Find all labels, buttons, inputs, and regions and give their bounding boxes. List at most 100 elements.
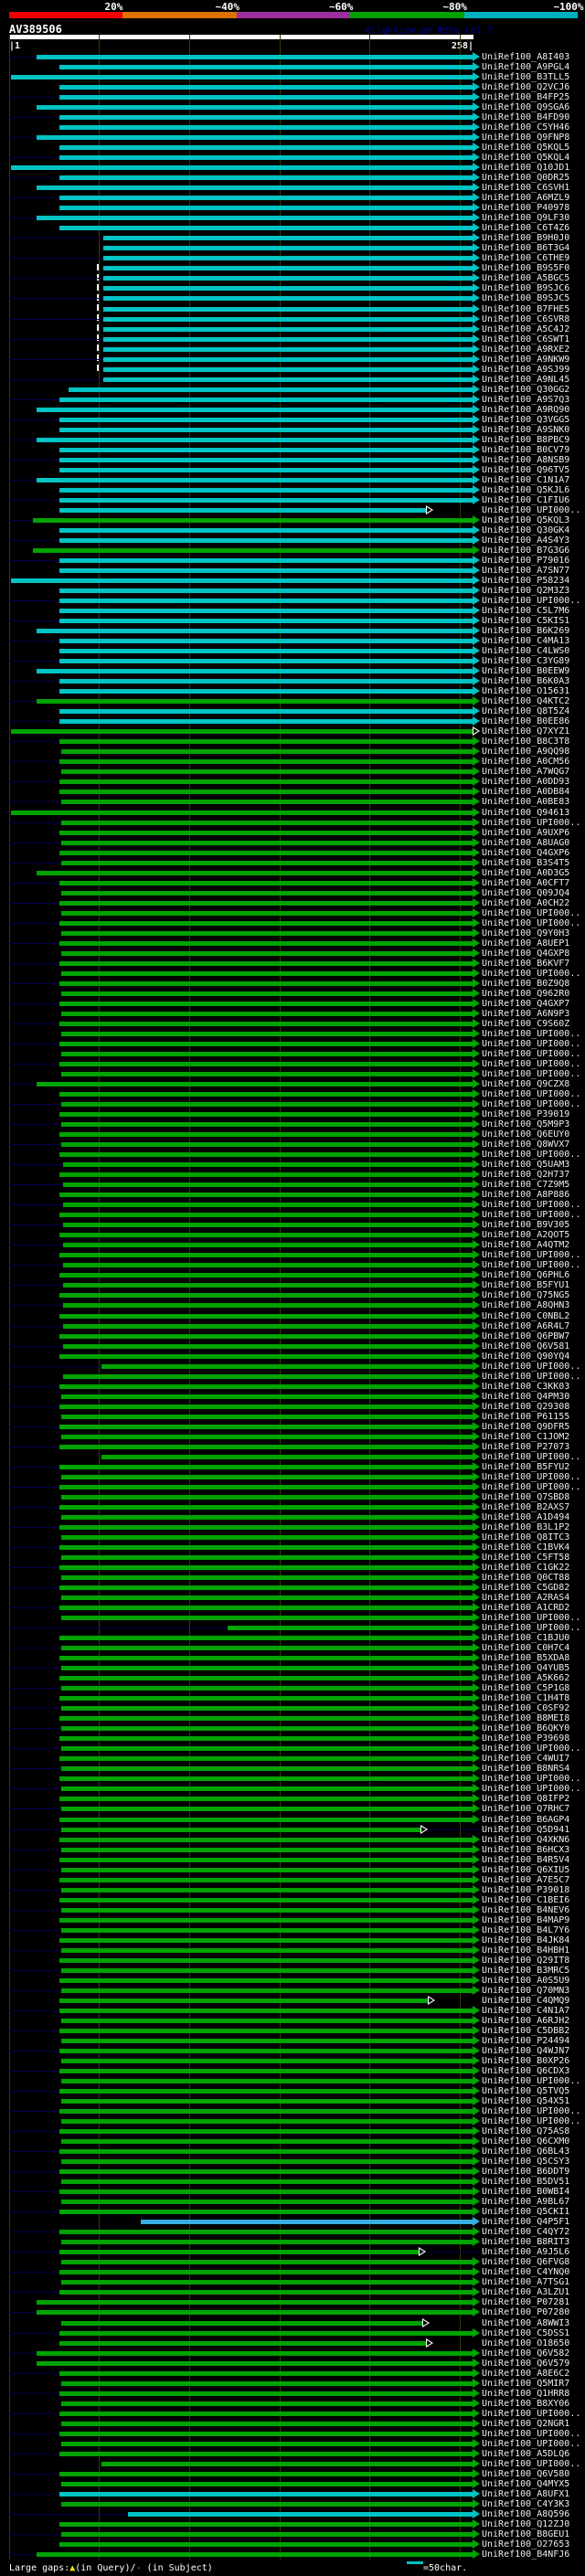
hit-bar[interactable]: [59, 920, 473, 926]
hit-bar[interactable]: [59, 1293, 473, 1299]
hit-label[interactable]: UniRef100_A9SNK0: [482, 424, 570, 435]
hit-bar[interactable]: [59, 95, 473, 101]
hit-label[interactable]: UniRef100_Q5D941: [482, 1824, 570, 1835]
hit-label[interactable]: UniRef100_C5GD82: [482, 1583, 570, 1594]
hit-bar[interactable]: [61, 1847, 473, 1852]
hit-label[interactable]: UniRef100_A9RQ90: [482, 404, 570, 415]
hit-bar[interactable]: [61, 2380, 473, 2386]
hit-label[interactable]: UniRef100_P24494: [482, 2035, 570, 2046]
hit-bar[interactable]: [102, 286, 473, 292]
hit-bar[interactable]: [61, 950, 473, 956]
hit-label[interactable]: UniRef100_C1JOM2: [482, 1431, 570, 1442]
hit-bar[interactable]: [36, 407, 473, 412]
hit-label[interactable]: UniRef100_Q6FVG8: [482, 2257, 570, 2268]
hit-bar[interactable]: [102, 306, 473, 312]
hit-bar[interactable]: [59, 527, 473, 533]
hit-label[interactable]: UniRef100_UPI000..: [482, 1069, 581, 1080]
hit-label[interactable]: UniRef100_C7Z9M5: [482, 1180, 570, 1191]
hit-label[interactable]: UniRef100_UPI000..: [482, 968, 581, 979]
hit-bar[interactable]: [59, 1383, 473, 1389]
hit-bar[interactable]: [59, 1585, 473, 1591]
hit-label[interactable]: UniRef100_C5FT58: [482, 1552, 570, 1563]
hit-label[interactable]: UniRef100_Q2H737: [482, 1170, 570, 1181]
hit-label[interactable]: UniRef100_C5KIS1: [482, 616, 570, 627]
hit-label[interactable]: UniRef100_P40978: [482, 203, 570, 214]
hit-label[interactable]: UniRef100_Q6V581: [482, 1341, 570, 1352]
hit-bar[interactable]: [61, 1434, 473, 1439]
hit-bar[interactable]: [59, 1636, 473, 1641]
hit-bar[interactable]: [59, 1112, 473, 1118]
hit-bar[interactable]: [36, 669, 473, 674]
hit-label[interactable]: UniRef100_Q54X51: [482, 2096, 570, 2107]
hit-label[interactable]: UniRef100_A3LZU1: [482, 2287, 570, 2298]
hit-label[interactable]: UniRef100_C4YNQ0: [482, 2267, 570, 2278]
hit-bar[interactable]: [59, 1464, 473, 1469]
hit-label[interactable]: UniRef100_Q96TV5: [482, 464, 570, 475]
hit-bar[interactable]: [61, 1907, 473, 1913]
hit-bar[interactable]: [59, 1001, 473, 1006]
hit-bar[interactable]: [102, 296, 473, 302]
hit-label[interactable]: UniRef100_Q75NG5: [482, 1290, 570, 1301]
hit-bar[interactable]: [59, 1504, 473, 1510]
hit-bar[interactable]: [61, 1726, 473, 1732]
hit-bar[interactable]: [102, 376, 473, 382]
hit-label[interactable]: UniRef100_C5YH46: [482, 122, 570, 133]
hit-label[interactable]: UniRef100_UPI000..: [482, 1048, 581, 1059]
hit-bar[interactable]: [59, 850, 473, 855]
hit-label[interactable]: UniRef100_Q75AS8: [482, 2126, 570, 2137]
hit-bar[interactable]: [61, 1666, 473, 1671]
hit-label[interactable]: UniRef100_Q30GK4: [482, 525, 570, 535]
hit-label[interactable]: UniRef100_Q4GXP8: [482, 948, 570, 959]
hit-bar[interactable]: [61, 991, 473, 996]
hit-bar[interactable]: [59, 599, 473, 604]
hit-bar[interactable]: [59, 2089, 473, 2094]
hit-label[interactable]: UniRef100_A8I403: [482, 52, 570, 62]
hit-bar[interactable]: [59, 1062, 473, 1066]
hit-label[interactable]: UniRef100_A0CFT7: [482, 877, 570, 888]
hit-label[interactable]: UniRef100_UPI000..: [482, 1371, 581, 1382]
hit-bar[interactable]: [59, 457, 473, 462]
hit-bar[interactable]: [59, 659, 473, 664]
hit-label[interactable]: UniRef100_UPI000..: [482, 2428, 581, 2439]
hit-bar[interactable]: [59, 65, 473, 70]
hit-label[interactable]: UniRef100_A8UEP1: [482, 938, 570, 949]
hit-label[interactable]: UniRef100_C1H4T8: [482, 1693, 570, 1704]
hit-label[interactable]: UniRef100_C3KK03: [482, 1381, 570, 1392]
hit-bar[interactable]: [59, 2230, 473, 2235]
hit-bar[interactable]: [36, 699, 473, 705]
hit-label[interactable]: UniRef100_B8NRS4: [482, 1764, 570, 1775]
hit-bar[interactable]: [61, 840, 473, 845]
hit-label[interactable]: UniRef100_A9UXP6: [482, 827, 570, 838]
hit-bar[interactable]: [36, 2300, 473, 2306]
hit-bar[interactable]: [59, 1957, 473, 1963]
hit-label[interactable]: UniRef100_B5XDA8: [482, 1653, 570, 1664]
hit-bar[interactable]: [10, 75, 473, 80]
hit-label[interactable]: UniRef100_UPI000..: [482, 1613, 581, 1624]
hit-label[interactable]: UniRef100_Q6V579: [482, 2358, 570, 2369]
hit-bar[interactable]: [59, 1817, 473, 1822]
hit-bar[interactable]: [102, 266, 473, 271]
hit-bar[interactable]: [61, 1072, 473, 1077]
hit-label[interactable]: UniRef100_UPI000..: [482, 1471, 581, 1482]
hit-bar[interactable]: [59, 609, 473, 614]
hit-bar[interactable]: [61, 2260, 473, 2265]
hit-bar[interactable]: [102, 326, 473, 332]
hit-bar[interactable]: [61, 749, 473, 755]
hit-label[interactable]: UniRef100_B8C3T8: [482, 737, 570, 747]
hit-label[interactable]: UniRef100_UPI000..: [482, 504, 581, 515]
hit-bar[interactable]: [59, 537, 473, 543]
hit-label[interactable]: UniRef100_Q5TVQ5: [482, 2086, 570, 2097]
hit-bar[interactable]: [61, 2401, 473, 2406]
hit-bar[interactable]: [61, 2058, 473, 2063]
hit-bar[interactable]: [61, 1867, 473, 1872]
hit-bar[interactable]: [61, 800, 473, 805]
hit-bar[interactable]: [59, 2521, 473, 2527]
hit-label[interactable]: UniRef100_A1CRD2: [482, 1603, 570, 1614]
hit-label[interactable]: UniRef100_Q5M9P3: [482, 1119, 570, 1130]
hit-bar[interactable]: [59, 1776, 473, 1782]
hit-bar[interactable]: [59, 2008, 473, 2013]
hit-bar[interactable]: [59, 2189, 473, 2195]
hit-bar[interactable]: [61, 769, 473, 775]
hit-label[interactable]: UniRef100_B8GEU1: [482, 2528, 570, 2539]
hit-label[interactable]: UniRef100_P39018: [482, 1884, 570, 1895]
